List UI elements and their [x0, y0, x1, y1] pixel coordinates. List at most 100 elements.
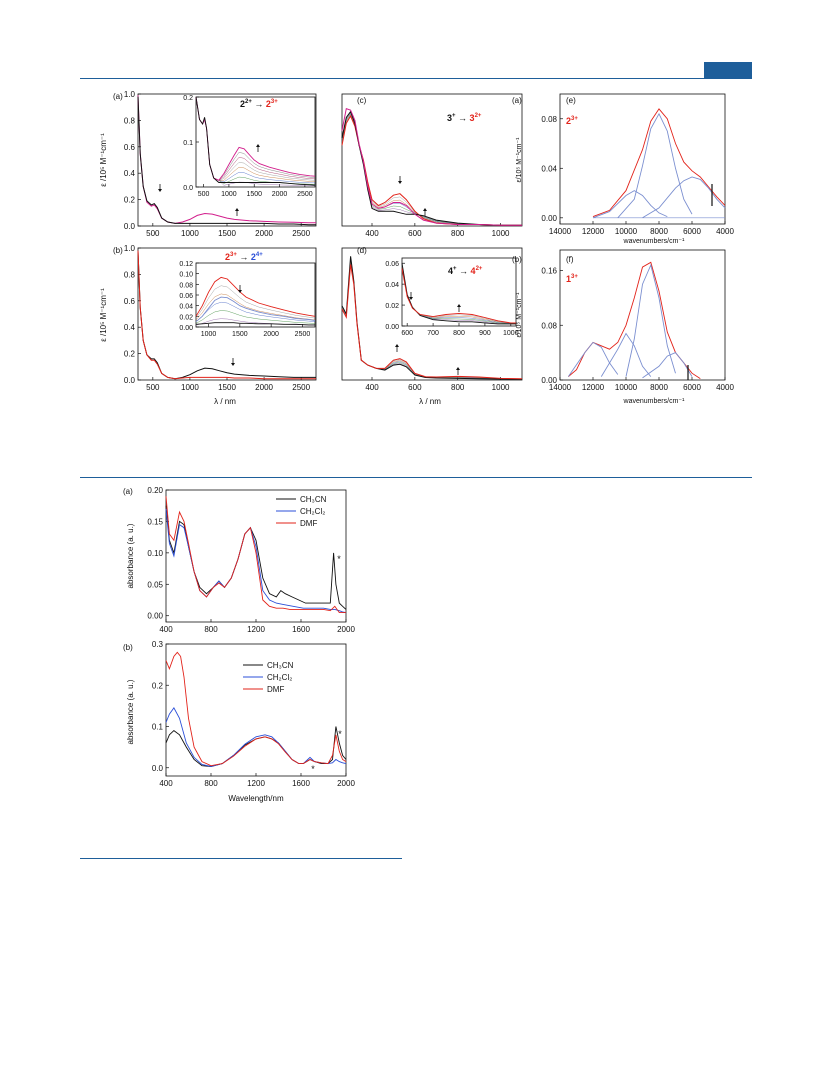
panel-a-arrow-down-head [158, 189, 162, 192]
panel-c-title: 3+ → 32+ [447, 113, 482, 123]
panel-a-inset-arrow-head [256, 144, 260, 147]
panel-a-ylabel: ε /10⁵ M⁻¹cm⁻¹ [99, 133, 108, 187]
x-tick-label: 2500 [297, 191, 313, 198]
y-tick-label: 1.0 [124, 244, 136, 253]
panel-b-inset-intermediate [195, 301, 316, 322]
x-tick-label: 500 [146, 383, 160, 392]
y-tick-label: 0.04 [541, 164, 557, 173]
y-tick-label: 0.0 [124, 222, 136, 231]
panel-f-species: 13+ [566, 274, 578, 284]
title-part: 2 [251, 252, 256, 262]
title-superscript: 2+ [475, 113, 482, 119]
panel-e-axes: 14000 12000 10000 8000 6000 4000 0.00 0.04 0.08 [541, 93, 734, 236]
y-tick-label: 0.06 [385, 261, 399, 268]
x-tick-label: 400 [365, 229, 379, 238]
y-tick-label: 0.6 [124, 143, 136, 152]
y-tick-label: 0.04 [179, 304, 193, 311]
plot-frame [341, 93, 523, 227]
series-line-1 [341, 264, 523, 380]
y-tick-label: 0.02 [179, 314, 193, 321]
fig2-legend-a: CH₃CN CH₂Cl₂ DMF [276, 495, 327, 528]
x-tick-label: 2000 [255, 229, 273, 238]
series-line-3 [642, 176, 726, 219]
x-tick-label: 12000 [582, 383, 605, 392]
series-line-1 [137, 96, 316, 226]
x-tick-label: 8000 [650, 227, 668, 236]
panel-a-inset-intermediate [195, 96, 316, 181]
y-tick-label: 0.1 [152, 723, 164, 732]
panel-d-intermediate [341, 263, 523, 380]
series-line-0 [195, 96, 316, 181]
fig2-panel-b-axes: 400 800 1200 1600 2000 0.0 0.1 0.2 0.3 [152, 640, 356, 788]
x-tick-label: 1600 [292, 779, 310, 788]
plot-frame [195, 262, 316, 328]
plot-frame [559, 249, 726, 381]
title-superscript: + [452, 113, 456, 119]
title-superscript: 2+ [476, 266, 483, 272]
panel-d-inset-arrow-2-head [457, 304, 461, 307]
title-superscript: 4+ [256, 252, 263, 258]
series-line-0 [341, 114, 522, 226]
title-part: 3 [447, 113, 452, 123]
series-line-2 [617, 112, 693, 219]
y-tick-label: 0.15 [147, 517, 163, 526]
panel-b-inset-axes: 1000 1500 2000 2500 0.00 0.02 0.04 0.06 0.08 0.10… [179, 261, 316, 338]
fig2-panel-a-asterisk: * [337, 554, 341, 564]
y-tick-label: 0.10 [147, 549, 163, 558]
fig2-panel-b-asterisk-1: * [311, 764, 315, 774]
y-tick-label: 0.08 [541, 321, 557, 330]
panel-b-ylabel: ε /10⁵ M⁻¹cm⁻¹ [99, 288, 108, 342]
x-tick-label: 500 [198, 191, 210, 198]
panel-a-inset-intermediate [195, 96, 316, 185]
panel-a-inset-title: 22+ → 23+ [240, 99, 278, 109]
panel-label-c: (c) [357, 96, 367, 105]
panel-label-a: (a) [113, 92, 123, 101]
x-tick-label: 1500 [232, 331, 248, 338]
panel-e-species: 23+ [566, 116, 578, 126]
panel-c-intermediate [341, 112, 522, 226]
series-line-4 [642, 352, 693, 379]
panel-a-inset-intermediate [195, 96, 316, 186]
y-tick-label: 0.10 [179, 272, 193, 279]
fig2-panel-label-a: (a) [123, 487, 133, 496]
legend-label: CH₃CN [300, 495, 327, 504]
panel-b-xlabel: λ / nm [214, 397, 236, 406]
panel-a-inset-axes: 500 1000 1500 2000 2500 0.0 0.1 0.2 [183, 95, 316, 198]
x-tick-label: 1600 [292, 625, 310, 634]
x-tick-label: 4000 [716, 227, 734, 236]
panel-c-intermediate [341, 111, 522, 226]
series-line-1 [567, 341, 619, 377]
panel-outer-label-e: (a) [512, 96, 522, 105]
y-tick-label: 0.4 [124, 169, 136, 178]
fig2-panel-a-ylabel: absorbance (a. u.) [126, 523, 135, 588]
title-part: 3 [470, 113, 475, 123]
y-tick-label: 0.0 [183, 185, 193, 192]
series-line-0 [137, 95, 317, 224]
panel-d-inset-axes: 600 700 800 900 1000 0.00 0.02 0.04 0.06 [385, 257, 519, 337]
series-line-2 [600, 332, 652, 377]
x-tick-label: 800 [453, 330, 465, 337]
y-tick-label: 0.08 [179, 282, 193, 289]
y-tick-label: 0.8 [124, 270, 136, 279]
y-tick-label: 0.0 [152, 764, 164, 773]
x-tick-label: 2000 [272, 191, 288, 198]
panel-c-intermediate [341, 113, 522, 226]
panel-a-inset-intermediate [195, 96, 316, 184]
fig2-panel-a-axes: 400 800 1200 1600 2000 0.00 0.05 0.10 0.15 0.20 [147, 486, 355, 634]
y-tick-label: 0.2 [124, 196, 136, 205]
series-line-0 [401, 263, 516, 325]
title-part: 2 [266, 99, 271, 109]
panel-outer-label-f: (b) [512, 255, 522, 264]
header-rule [80, 78, 752, 79]
y-tick-label: 0.12 [179, 261, 193, 268]
x-tick-label: 1000 [492, 383, 510, 392]
x-tick-label: 8000 [650, 383, 668, 392]
x-tick-label: 1500 [218, 383, 236, 392]
x-tick-label: 400 [159, 779, 173, 788]
y-tick-label: 0.04 [385, 282, 399, 289]
plot-frame [341, 247, 523, 381]
x-tick-label: 1500 [218, 229, 236, 238]
series-line-0 [165, 726, 347, 767]
y-tick-label: 0.16 [541, 267, 557, 276]
